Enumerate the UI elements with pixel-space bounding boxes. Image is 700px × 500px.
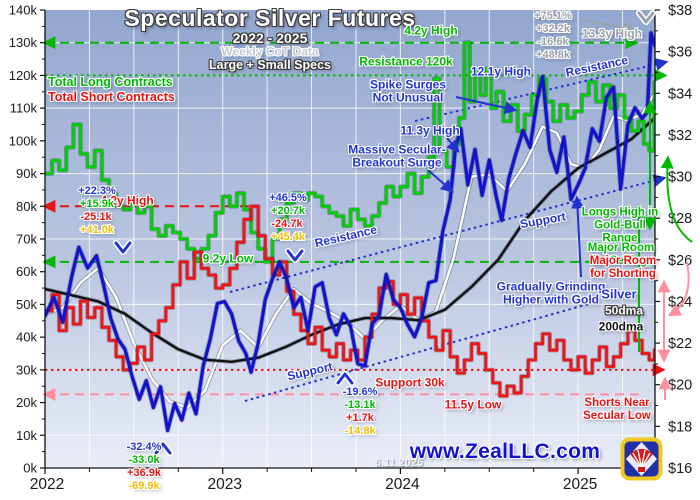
left-axis-label-50k: 50k (16, 297, 37, 312)
right-axis-label-usd-22: $22 (668, 336, 692, 352)
right-axis-label-usd-32: $32 (668, 128, 692, 144)
arrow-high-11-3y-arrow (446, 137, 460, 153)
x-axis-label-2025: 2025 (563, 476, 597, 493)
left-axis-label-100k: 100k (9, 133, 38, 148)
right-axis-label-usd-36: $36 (668, 45, 692, 61)
left-axis-label-40k: 40k (16, 330, 37, 345)
right-axis-label-usd-26: $26 (668, 253, 692, 269)
gridlines (45, 10, 655, 468)
left-axis-label-70k: 70k (16, 232, 37, 247)
right-axis-label-usd-28: $28 (668, 211, 692, 227)
caret-up-icon (153, 441, 173, 456)
x-axis-label-2024: 2024 (385, 476, 420, 493)
left-axis-label-110k: 110k (10, 101, 38, 116)
series-layer (45, 30, 655, 433)
caret-up-icon (335, 371, 355, 386)
arrow-green-curl-arrow (660, 155, 693, 243)
caret-down-icon (113, 240, 133, 255)
left-axis-label-60k: 60k (16, 264, 37, 279)
left-axis-label-130k: 130k (9, 35, 38, 50)
trend-line-lower-support (244, 302, 593, 402)
arrow-pink-curl-arrow (667, 261, 690, 317)
arrow-spike-surges-arrow (455, 96, 518, 115)
right-axis-label-usd-38: $38 (668, 3, 692, 19)
series-total-short-contracts (45, 204, 655, 398)
arrow-stats-to-spike (583, 19, 636, 35)
right-axis-label-usd-16: $16 (668, 461, 692, 477)
left-axis-label-30k: 30k (16, 362, 37, 377)
right-axis-label-usd-18: $18 (668, 419, 692, 435)
left-axis-label-20k: 20k (16, 395, 37, 410)
arrow-grinding-up-arrow (571, 195, 585, 278)
right-axis-label-usd-30: $30 (668, 170, 692, 186)
caret-down-icon (636, 10, 656, 25)
series-200dma (45, 117, 655, 363)
right-axis-label-usd-34: $34 (668, 86, 692, 102)
right-axis-label-usd-24: $24 (668, 294, 692, 310)
x-axis-label-2023: 2023 (207, 476, 241, 493)
caret-down-icon (285, 248, 305, 263)
trend-line-upper-resistance (414, 58, 669, 122)
left-axis-label-10k: 10k (16, 428, 37, 443)
trend-line-old-resistance-new-support (229, 174, 667, 293)
arrow-massive-secular-arrow (427, 169, 454, 193)
series-total-long-contracts (45, 41, 655, 264)
axes: 140k 130k 120k 110k 100k 90k 80k 70k 60k 50k 40k 30… (9, 3, 692, 494)
left-axis-label-80k: 80k (16, 199, 37, 214)
left-axis-label-90k: 90k (16, 166, 37, 181)
left-axis-label-140k: 140k (9, 3, 38, 18)
left-axis-label-120k: 120k (9, 68, 38, 83)
x-axis-label-2022: 2022 (30, 476, 64, 493)
left-axis-label-0k: 0k (23, 461, 37, 476)
right-axis-label-usd-20: $20 (668, 378, 692, 394)
series-silver (45, 31, 655, 433)
zeal-logo-icon (620, 437, 663, 481)
